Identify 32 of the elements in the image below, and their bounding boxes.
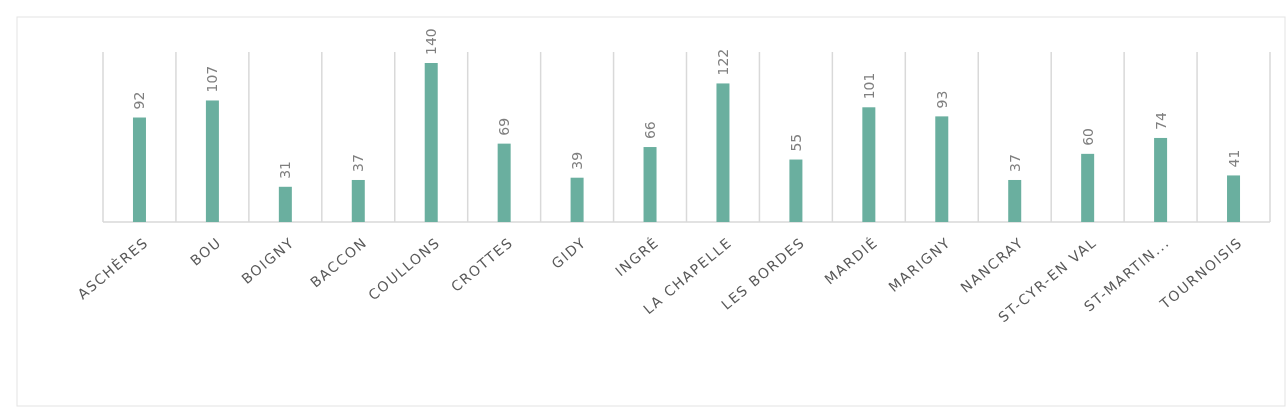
bar — [1081, 153, 1095, 222]
data-label: 41 — [1225, 149, 1242, 168]
bar — [497, 143, 511, 222]
data-label: 37 — [350, 154, 367, 172]
bar — [205, 100, 219, 222]
data-label: 140 — [423, 28, 440, 55]
bar — [424, 63, 438, 222]
bar — [351, 179, 365, 222]
bar — [862, 107, 876, 222]
data-label: 55 — [787, 133, 804, 152]
bar — [132, 117, 146, 222]
bar — [1154, 137, 1168, 222]
data-label: 74 — [1152, 112, 1169, 130]
data-label: 107 — [204, 65, 221, 93]
bar — [935, 116, 949, 222]
bar — [278, 186, 292, 222]
data-label: 69 — [496, 117, 513, 136]
data-label: 92 — [131, 91, 148, 110]
bar — [570, 177, 584, 222]
bar — [1227, 175, 1241, 222]
data-label: 39 — [569, 151, 586, 170]
bar — [1008, 179, 1022, 222]
data-label: 122 — [714, 48, 731, 76]
bar — [789, 159, 803, 222]
bar — [643, 147, 657, 222]
data-label: 101 — [860, 72, 877, 100]
data-label: 93 — [933, 90, 950, 109]
bar — [716, 83, 730, 222]
data-label: 31 — [277, 160, 294, 179]
data-label: 60 — [1079, 128, 1096, 146]
data-label: 66 — [642, 121, 659, 140]
data-label: 37 — [1006, 154, 1023, 172]
